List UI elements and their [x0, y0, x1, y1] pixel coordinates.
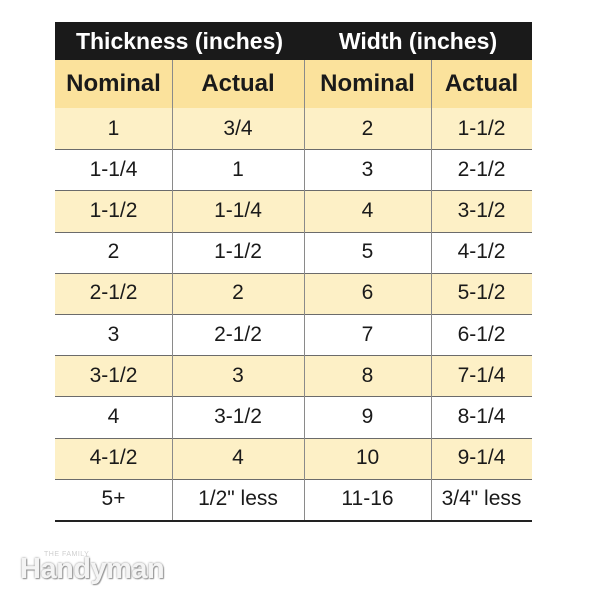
column-header: Actual [431, 60, 532, 108]
table-cell: 1-1/4 [55, 149, 172, 191]
table-bottom-border [55, 520, 532, 522]
table-cell: 4 [55, 396, 172, 438]
table-cell: 2-1/2 [172, 314, 304, 356]
row-divider [55, 272, 532, 274]
table-cell: 5 [304, 231, 431, 273]
table-cell: 3-1/2 [55, 355, 172, 397]
group-header: Width (inches) [304, 22, 532, 60]
table-cell: 2 [172, 272, 304, 314]
column-header: Nominal [304, 60, 431, 108]
table-cell: 7-1/4 [431, 355, 532, 397]
logo-small: THE FAMILY [44, 551, 90, 558]
table-cell: 3/4 [172, 108, 304, 150]
table-cell: 9-1/4 [431, 437, 532, 479]
table-cell: 2-1/2 [431, 149, 532, 191]
row-divider [55, 190, 532, 192]
table-cell: 3-1/2 [431, 190, 532, 232]
table-cell: 9 [304, 396, 431, 438]
table-cell: 1-1/2 [431, 108, 532, 150]
table-cell: 8 [304, 355, 431, 397]
row-divider [55, 355, 532, 357]
row-divider [55, 314, 532, 315]
table-cell: 1-1/2 [55, 190, 172, 232]
column-header: Nominal [55, 60, 172, 108]
table-cell: 3-1/2 [172, 396, 304, 438]
table-cell: 1 [172, 149, 304, 191]
row-divider [55, 149, 532, 151]
table-cell: 2-1/2 [55, 272, 172, 314]
table-cell: 3/4" less [431, 478, 532, 520]
row-divider [55, 478, 532, 480]
row-divider [55, 231, 532, 233]
table-cell: 8-1/4 [431, 396, 532, 438]
table-cell: 1-1/4 [172, 190, 304, 232]
table-cell: 3 [55, 314, 172, 356]
table-cell: 11-16 [304, 478, 431, 520]
table-cell: 2 [304, 108, 431, 150]
column-divider [172, 60, 173, 520]
table-cell: 7 [304, 314, 431, 356]
column-divider [304, 60, 305, 520]
column-divider [431, 60, 432, 520]
table-cell: 1/2" less [172, 478, 304, 520]
table-cell: 5-1/2 [431, 272, 532, 314]
table-cell: 5+ [55, 478, 172, 520]
table-cell: 1 [55, 108, 172, 150]
table-cell: 4-1/2 [55, 437, 172, 479]
table-cell: 3 [304, 149, 431, 191]
table-cell: 2 [55, 231, 172, 273]
row-divider [55, 437, 532, 439]
table-cell: 10 [304, 437, 431, 479]
table-cell: 4 [304, 190, 431, 232]
logo-main: Handyman [20, 553, 165, 585]
column-header: Actual [172, 60, 304, 108]
table-cell: 4-1/2 [431, 231, 532, 273]
table-cell: 1-1/2 [172, 231, 304, 273]
row-divider [55, 396, 532, 398]
table-cell: 6 [304, 272, 431, 314]
table-cell: 3 [172, 355, 304, 397]
group-header: Thickness (inches) [55, 22, 304, 60]
table-cell: 6-1/2 [431, 314, 532, 356]
table-cell: 4 [172, 437, 304, 479]
